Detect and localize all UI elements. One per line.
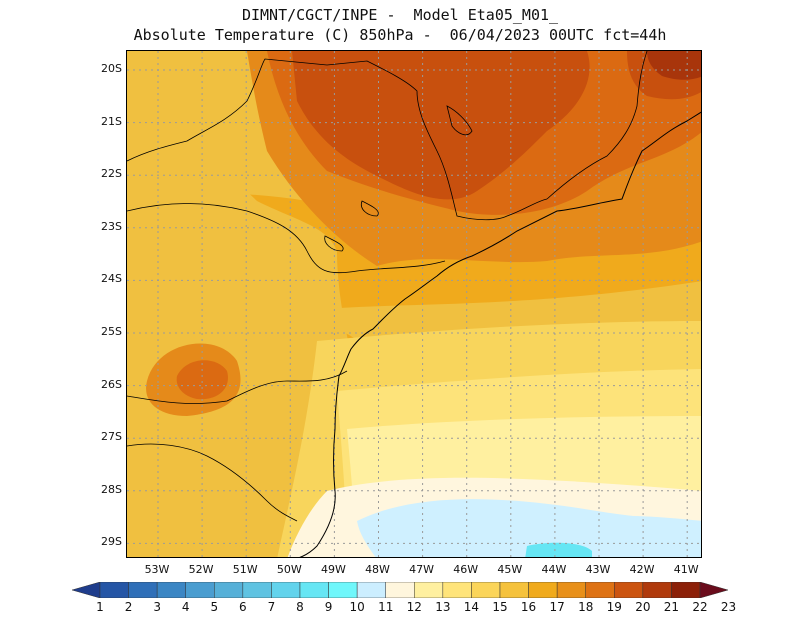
colorbar-swatch	[214, 582, 244, 598]
lat-tick-label: 26S	[101, 377, 122, 391]
colorbar-swatch	[242, 582, 272, 598]
colorbar-label: 17	[549, 600, 565, 614]
colorbar-swatch	[128, 582, 158, 598]
lon-tick-label: 49W	[320, 563, 346, 576]
colorbar-label: 10	[349, 600, 365, 614]
lon-tick-label: 46W	[453, 563, 479, 576]
colorbar-label: 22	[692, 600, 708, 614]
colorbar-label: 14	[463, 600, 480, 614]
colorbar-label: 5	[210, 600, 219, 614]
colorbar-swatch	[528, 582, 558, 598]
lake-1	[446, 105, 473, 136]
coastline	[299, 111, 701, 557]
colorbar-swatch	[699, 582, 728, 598]
colorbar-label: 6	[239, 600, 247, 614]
lat-tick-label: 21S	[101, 114, 122, 128]
band-20-north	[292, 51, 590, 200]
colorbar-label: 4	[181, 600, 190, 614]
colorbar-swatch	[556, 582, 586, 598]
lon-tick-label: 43W	[585, 563, 611, 576]
lon-tick-label: 48W	[365, 563, 390, 576]
colorbar-label: 19	[606, 600, 622, 614]
lon-tick-label: 50W	[276, 563, 302, 576]
colorbar	[72, 582, 728, 598]
band-11-east	[567, 515, 701, 541]
lon-tick-label: 51W	[232, 563, 258, 576]
colorbar-swatch	[185, 582, 215, 598]
colorbar-swatch	[99, 582, 129, 598]
band-19-blob	[176, 360, 228, 400]
colorbar-label: 3	[153, 600, 161, 614]
colorbar-label: 7	[267, 600, 276, 614]
colorbar-label: 21	[663, 600, 680, 614]
lat-tick-label: 27S	[101, 430, 122, 444]
colorbar-label: 1	[96, 600, 104, 614]
colorbar-label: 23	[720, 600, 737, 614]
chart-title-line-2: Absolute Temperature (C) 850hPa - 06/04/…	[133, 26, 667, 44]
colorbar-swatch	[356, 582, 386, 598]
colorbar-swatch	[585, 582, 615, 598]
colorbar-swatch	[271, 582, 301, 598]
temperature-fill	[127, 51, 701, 557]
lat-tick-label: 24S	[101, 272, 122, 286]
state-border-4	[127, 443, 298, 522]
colorbar-swatch	[72, 582, 101, 598]
state-border-5	[546, 51, 648, 200]
colorbar-swatch	[385, 582, 415, 598]
lat-tick-label: 23S	[101, 219, 122, 233]
colorbar-swatch	[499, 582, 529, 598]
colorbar-label: 20	[635, 600, 651, 614]
lon-tick-label: 42W	[629, 563, 655, 576]
colorbar-swatch	[328, 582, 358, 598]
colorbar-label: 16	[520, 600, 537, 614]
colorbar-label: 8	[296, 600, 304, 614]
lat-tick-label: 20S	[101, 62, 122, 75]
colorbar-label: 11	[378, 600, 394, 614]
lon-tick-label: 47W	[409, 563, 435, 576]
colorbar-swatch	[671, 582, 701, 598]
band-10	[525, 542, 592, 557]
colorbar-label: 12	[406, 600, 422, 614]
temperature-map	[126, 50, 702, 558]
lon-tick-label: 44W	[541, 563, 567, 576]
lon-tick-label: 41W	[673, 563, 699, 576]
band-11	[357, 499, 701, 557]
lake-2	[360, 200, 379, 217]
lon-tick-label: 52W	[188, 563, 214, 576]
chart-title-line-1: DIMNT/CGCT/INPE - Model Eta05_M01_	[241, 6, 559, 24]
lat-lon-grid	[127, 51, 701, 557]
lat-tick-label: 25S	[101, 325, 122, 338]
state-border-1	[127, 58, 548, 221]
state-border-2	[127, 203, 446, 274]
lat-tick-label: 29S	[101, 535, 122, 549]
colorbar-label: 15	[492, 600, 508, 614]
colorbar-swatch	[299, 582, 329, 598]
lat-tick-label: 22S	[101, 167, 122, 181]
colorbar-swatch	[156, 582, 186, 598]
colorbar-swatch	[642, 582, 672, 598]
colorbar-label: 13	[435, 600, 451, 614]
colorbar-label: 9	[324, 600, 333, 614]
colorbar-swatch	[442, 582, 472, 598]
coastline-and-borders	[127, 51, 701, 557]
colorbar-swatch	[471, 582, 501, 598]
colorbar-label: 18	[578, 600, 594, 614]
lon-tick-label: 53W	[144, 563, 170, 576]
state-border-3	[127, 370, 348, 404]
colorbar-swatch	[414, 582, 444, 598]
lake-3	[324, 235, 344, 252]
lon-tick-label: 45W	[497, 563, 523, 576]
lat-tick-label: 28S	[101, 482, 122, 496]
colorbar-label: 2	[124, 600, 133, 614]
colorbar-swatch	[614, 582, 644, 598]
